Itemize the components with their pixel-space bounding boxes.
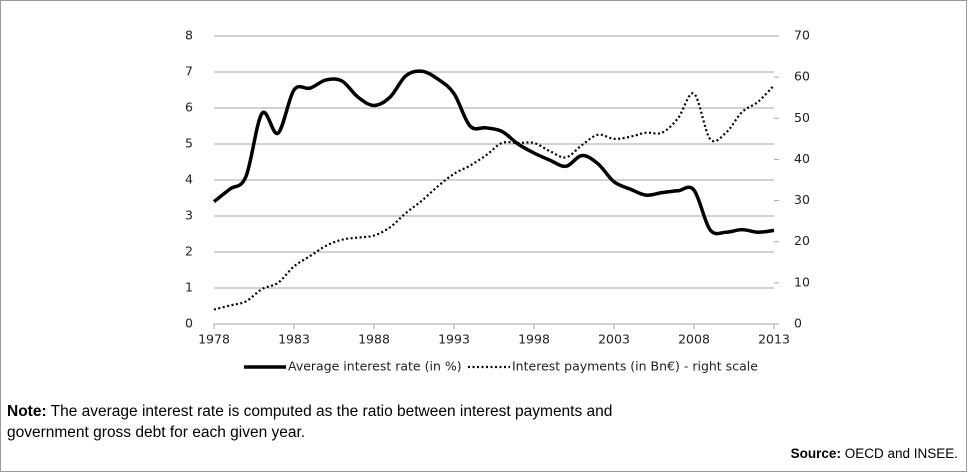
legend-label: Interest payments (in Bn€) - right scale bbox=[512, 359, 758, 374]
x-tick-label: 1983 bbox=[278, 332, 310, 347]
y-tick-label: 7 bbox=[185, 64, 193, 79]
x-tick-label: 1998 bbox=[518, 332, 550, 347]
x-tick-label: 1993 bbox=[438, 332, 470, 347]
y-tick-label: 1 bbox=[185, 280, 193, 295]
note-label: Note: bbox=[7, 403, 47, 420]
source-label: Source: bbox=[790, 446, 841, 461]
y2-tick-label: 10 bbox=[794, 274, 810, 289]
x-tick-label: 2008 bbox=[678, 332, 710, 347]
y-tick-label: 5 bbox=[185, 136, 193, 151]
note: Note: The average interest rate is compu… bbox=[7, 401, 677, 443]
y2-tick-label: 60 bbox=[794, 69, 810, 84]
note-text: The average interest rate is computed as… bbox=[7, 403, 613, 441]
chart: 0 1 2 3 4 5 6 7 8 0 10 20 30 40 50 60 70 1978 1983 1988 1993… bbox=[185, 28, 810, 374]
x-tick-label: 1978 bbox=[198, 332, 230, 347]
y-tick-label: 6 bbox=[185, 100, 193, 115]
y2-tick-label: 50 bbox=[794, 110, 810, 125]
y-tick-label: 0 bbox=[185, 316, 193, 331]
y-tick-label: 4 bbox=[185, 172, 193, 187]
y2-tick-label: 40 bbox=[794, 151, 810, 166]
y-tick-label: 8 bbox=[185, 28, 193, 43]
y-tick-label: 2 bbox=[185, 244, 193, 259]
x-tick-label: 2003 bbox=[598, 332, 630, 347]
source: Source: OECD and INSEE. bbox=[791, 446, 958, 461]
y2-tick-label: 20 bbox=[794, 233, 810, 248]
source-text: OECD and INSEE. bbox=[844, 446, 958, 461]
series-line bbox=[212, 69, 775, 236]
legend-label: Average interest rate (in %) bbox=[288, 359, 462, 374]
y2-tick-label: 70 bbox=[794, 28, 810, 43]
y2-tick-label: 0 bbox=[794, 316, 802, 331]
y-tick-label: 3 bbox=[185, 208, 193, 223]
y2-tick-label: 30 bbox=[794, 192, 810, 207]
x-tick-label: 2013 bbox=[758, 332, 790, 347]
x-tick-label: 1988 bbox=[358, 332, 390, 347]
series-line bbox=[213, 84, 775, 311]
